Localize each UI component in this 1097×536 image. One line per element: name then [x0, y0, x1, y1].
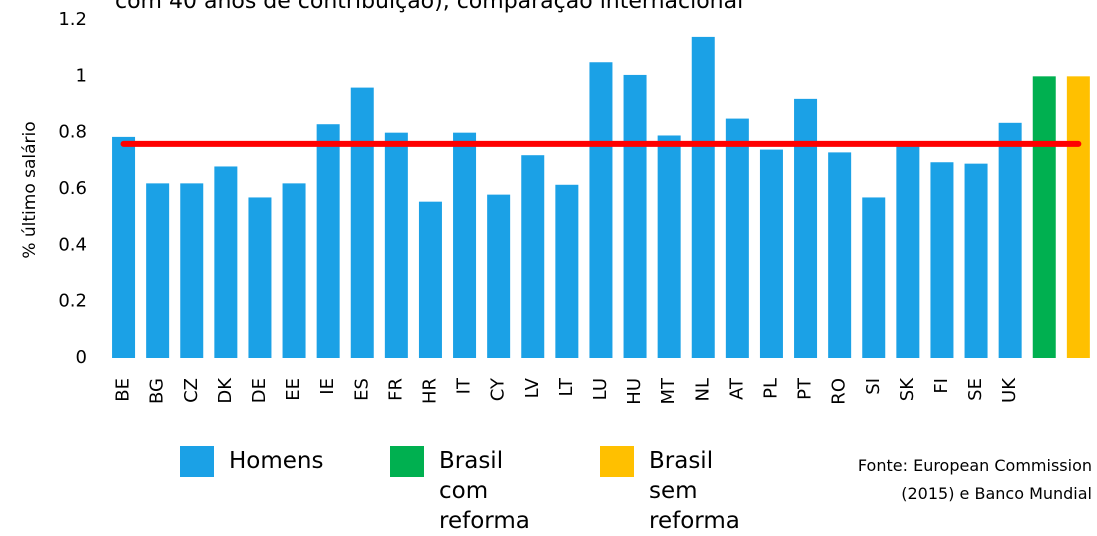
bar	[350, 87, 374, 358]
chart: com 40 anos de contribuição), comparação…	[20, 0, 1090, 405]
x-tick-label: IT	[454, 377, 475, 394]
x-tick-label: EE	[283, 378, 304, 401]
y-tick-label: 0.4	[58, 234, 87, 255]
x-tick-label: FR	[385, 378, 406, 401]
y-tick-label: 0.2	[58, 291, 87, 312]
bar	[794, 98, 818, 358]
bar	[998, 122, 1022, 358]
bar	[623, 74, 647, 359]
bar	[555, 184, 579, 358]
bar	[316, 124, 340, 358]
bar	[112, 136, 136, 358]
x-tick-label: LV	[522, 377, 543, 398]
y-tick-label: 1.2	[58, 9, 87, 30]
x-tick-label: CZ	[181, 378, 202, 403]
x-tick-label: FI	[931, 378, 952, 394]
bar	[896, 143, 920, 358]
legend-label: Brasil com reforma	[439, 448, 530, 534]
x-tick-label: AT	[726, 377, 747, 400]
x-tick-label: SK	[897, 377, 918, 401]
bar	[1066, 76, 1090, 358]
legend-label: Homens	[229, 448, 324, 474]
bar	[214, 166, 238, 358]
x-tick-label: NL	[692, 378, 713, 402]
x-tick-label: LU	[590, 378, 611, 400]
bar	[930, 162, 954, 358]
legend-item: Brasil com reforma	[390, 446, 550, 536]
x-tick-label: MT	[658, 377, 679, 405]
x-tick-label: PL	[760, 378, 781, 399]
bar	[453, 132, 477, 358]
bar	[1032, 76, 1056, 358]
y-tick-label: 1	[76, 65, 87, 86]
bar	[384, 132, 408, 358]
bar	[589, 62, 613, 358]
bar	[725, 118, 749, 358]
x-tick-label: HU	[624, 378, 645, 405]
y-tick-label: 0	[76, 347, 87, 368]
page: {"chart_data": { "type": "bar", "title":…	[20, 0, 1092, 534]
bar	[521, 155, 545, 358]
legend-swatch	[180, 446, 214, 477]
bar	[759, 149, 783, 358]
legend-item: Brasil sem reforma	[600, 446, 760, 536]
bar	[964, 163, 988, 358]
bar	[418, 201, 442, 358]
x-tick-label: HR	[419, 378, 440, 404]
y-tick-label: 0.8	[58, 122, 87, 143]
bar	[691, 36, 715, 359]
x-tick-label: BE	[113, 378, 134, 402]
bar	[282, 183, 306, 358]
legend-label: Brasil sem reforma	[649, 448, 740, 534]
bar	[828, 152, 852, 358]
x-tick-label: UK	[999, 377, 1020, 403]
x-tick-label: IE	[317, 378, 338, 395]
x-tick-label: ES	[351, 378, 372, 401]
bar	[146, 183, 170, 358]
x-tick-label: LT	[556, 377, 577, 397]
x-tick-label: CY	[488, 377, 509, 401]
legend-swatch	[390, 446, 424, 477]
y-tick-label: 0.6	[58, 178, 87, 199]
x-tick-label: SE	[965, 378, 986, 401]
y-axis-label: % último salário	[20, 121, 40, 258]
legend-item: Homens	[180, 446, 360, 477]
x-tick-label: DE	[249, 378, 270, 403]
x-tick-label: DK	[215, 377, 236, 404]
bar	[862, 197, 886, 358]
bar	[180, 183, 204, 358]
x-tick-label: RO	[829, 378, 850, 405]
x-tick-label: BG	[147, 378, 168, 404]
x-tick-label: PT	[795, 377, 816, 400]
source-note: Fonte: European Commission (2015) e Banc…	[857, 456, 1092, 503]
chart-title: com 40 anos de contribuição), comparação…	[115, 0, 743, 14]
x-tick-label: SI	[863, 378, 884, 395]
bar	[248, 197, 272, 358]
bar	[487, 194, 511, 358]
bar	[657, 135, 681, 358]
legend-swatch	[600, 446, 634, 477]
